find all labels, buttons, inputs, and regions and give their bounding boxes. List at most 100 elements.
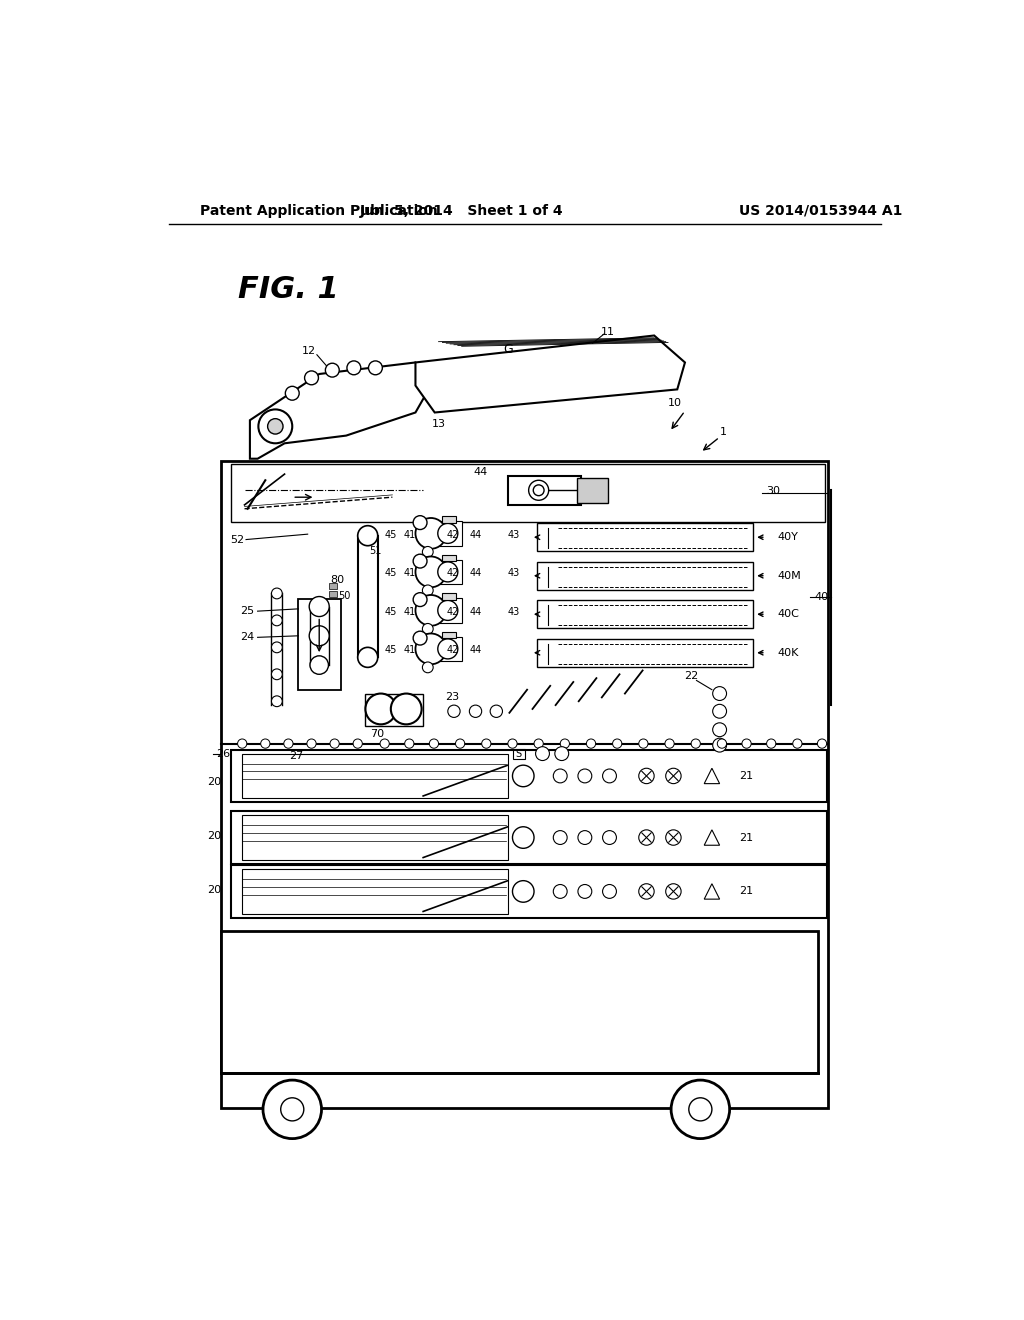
Bar (508, 475, 581, 506)
Bar (230, 465, 825, 521)
Circle shape (587, 739, 596, 748)
Text: 80: 80 (330, 576, 344, 585)
Circle shape (413, 516, 427, 529)
Circle shape (429, 739, 438, 748)
Text: 45: 45 (385, 529, 397, 540)
Text: 42: 42 (446, 569, 459, 578)
Text: 41: 41 (403, 529, 416, 540)
Text: 21: 21 (739, 887, 754, 896)
Circle shape (416, 595, 446, 626)
Text: 30: 30 (767, 486, 780, 496)
Text: 40C: 40C (777, 610, 800, 619)
Circle shape (267, 418, 283, 434)
Circle shape (404, 739, 414, 748)
Circle shape (413, 554, 427, 568)
Circle shape (271, 615, 283, 626)
Bar (230, 866, 827, 917)
Circle shape (391, 693, 422, 725)
Text: FIG. 1: FIG. 1 (238, 275, 339, 304)
Bar (513, 748, 524, 759)
Circle shape (416, 634, 446, 664)
Circle shape (691, 739, 700, 748)
Bar (330, 591, 337, 597)
Circle shape (307, 739, 316, 748)
Text: 10: 10 (668, 399, 682, 408)
Text: S: S (515, 748, 521, 759)
Text: 20: 20 (207, 832, 221, 841)
Circle shape (767, 739, 776, 748)
Circle shape (422, 585, 433, 595)
Circle shape (438, 524, 458, 544)
Bar (438, 560, 462, 585)
Circle shape (369, 360, 382, 375)
Circle shape (357, 647, 378, 668)
Circle shape (286, 387, 299, 400)
Bar (243, 816, 508, 859)
Circle shape (380, 739, 389, 748)
Text: 24: 24 (241, 632, 255, 643)
Bar (230, 812, 827, 863)
Circle shape (536, 747, 550, 760)
Bar (578, 478, 608, 503)
Circle shape (416, 557, 446, 587)
Bar (243, 869, 508, 913)
Circle shape (602, 830, 616, 845)
Text: 50: 50 (339, 591, 351, 601)
Circle shape (271, 642, 283, 653)
Circle shape (258, 409, 292, 444)
Circle shape (553, 884, 567, 899)
Text: 43: 43 (508, 607, 520, 616)
Circle shape (413, 593, 427, 607)
Bar (366, 693, 423, 726)
Text: 23: 23 (445, 693, 460, 702)
Polygon shape (250, 363, 431, 459)
Text: 40: 40 (814, 593, 828, 602)
Text: 12: 12 (302, 346, 316, 356)
Bar (441, 594, 456, 599)
Circle shape (713, 686, 727, 701)
Circle shape (271, 696, 283, 706)
Circle shape (817, 739, 826, 748)
Bar (441, 632, 456, 638)
Circle shape (438, 601, 458, 620)
Text: 20: 20 (207, 884, 221, 895)
Circle shape (602, 770, 616, 783)
Text: 42: 42 (446, 529, 459, 540)
Circle shape (326, 363, 339, 378)
Circle shape (602, 884, 616, 899)
Bar (441, 516, 456, 523)
Circle shape (416, 517, 446, 549)
Text: 11: 11 (601, 326, 615, 337)
Bar (243, 754, 508, 799)
Text: 26: 26 (216, 748, 230, 759)
Circle shape (310, 656, 329, 675)
Bar (230, 750, 827, 803)
Circle shape (713, 723, 727, 737)
Bar (538, 562, 753, 590)
Text: 42: 42 (446, 645, 459, 656)
Circle shape (357, 525, 378, 545)
Text: 41: 41 (403, 607, 416, 616)
Bar (438, 598, 462, 623)
Bar (538, 524, 753, 552)
Circle shape (578, 884, 592, 899)
Circle shape (512, 766, 535, 787)
Text: 44: 44 (469, 607, 481, 616)
Circle shape (553, 770, 567, 783)
Bar (538, 601, 753, 628)
Text: Patent Application Publication: Patent Application Publication (200, 203, 437, 218)
Circle shape (347, 360, 360, 375)
Circle shape (555, 747, 568, 760)
Circle shape (263, 1080, 322, 1139)
Text: 41: 41 (403, 645, 416, 656)
Text: Jun. 5, 2014   Sheet 1 of 4: Jun. 5, 2014 Sheet 1 of 4 (359, 203, 563, 218)
Text: 43: 43 (508, 569, 520, 578)
Text: 42: 42 (446, 607, 459, 616)
Bar (438, 636, 462, 661)
Text: 44: 44 (469, 645, 481, 656)
Text: 44: 44 (469, 569, 481, 578)
Bar (441, 554, 456, 561)
Text: 1: 1 (720, 426, 727, 437)
Circle shape (238, 739, 247, 748)
Circle shape (671, 1080, 730, 1139)
